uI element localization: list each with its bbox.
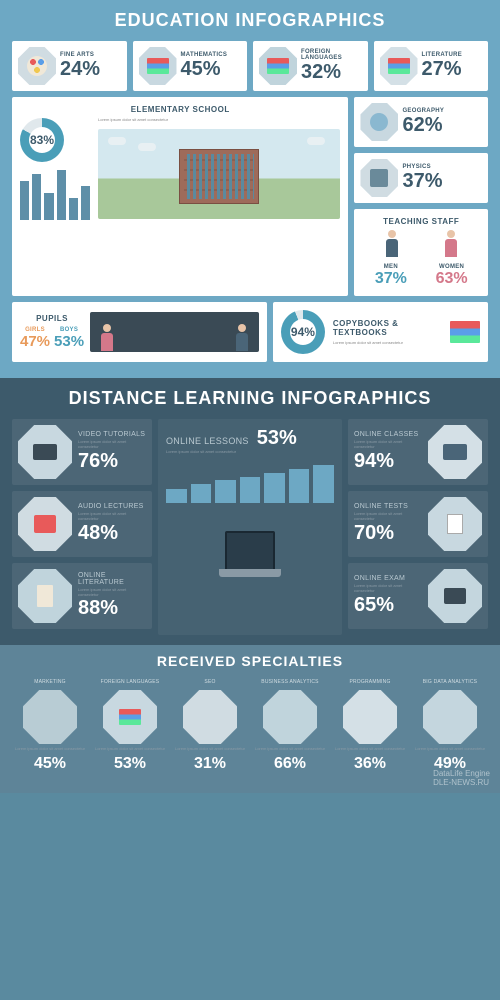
elementary-bars xyxy=(20,170,90,220)
school-building-icon xyxy=(98,129,340,219)
spec-seo: SEOLorem ipsum dolor sit amet consectetu… xyxy=(172,679,248,773)
section2-title: DISTANCE LEARNING INFOGRAPHICS xyxy=(12,388,488,409)
specialties-section: RECEIVED SPECIALTIES MARKETINGLorem ipsu… xyxy=(0,645,500,793)
analytics-icon xyxy=(263,690,317,744)
code-icon xyxy=(343,690,397,744)
chalkboard-icon xyxy=(90,312,259,352)
video-icon xyxy=(18,425,72,479)
top-stats-row: FINE ARTS24% MATHEMATICS45% FOREIGN LANG… xyxy=(12,41,488,91)
spec-marketing: MARKETINGLorem ipsum dolor sit amet cons… xyxy=(12,679,88,773)
books-icon xyxy=(259,47,297,85)
books-icon xyxy=(450,321,480,343)
stat-literature: LITERATURE27% xyxy=(374,41,489,91)
classes-icon xyxy=(428,425,482,479)
spec-languages: FOREIGN LANGUAGESLorem ipsum dolor sit a… xyxy=(92,679,168,773)
stat-languages: FOREIGN LANGUAGES32% xyxy=(253,41,368,91)
stat-geography: GEOGRAPHY62% xyxy=(354,97,488,147)
globe-icon xyxy=(360,103,398,141)
tests-icon xyxy=(428,497,482,551)
exam-icon xyxy=(428,569,482,623)
man-icon xyxy=(383,230,401,260)
stat-exam: ONLINE EXAMLorem ipsum dolor sit amet co… xyxy=(348,563,488,629)
stat-classes: ONLINE CLASSESLorem ipsum dolor sit amet… xyxy=(348,419,488,485)
education-section: EDUCATION INFOGRAPHICS FINE ARTS24% MATH… xyxy=(0,0,500,378)
pupils-panel: PUPILS GIRLS47% BOYS53% xyxy=(12,302,267,362)
spec-programming: PROGRAMMINGLorem ipsum dolor sit amet co… xyxy=(332,679,408,773)
laptop-icon xyxy=(166,511,334,581)
audio-icon xyxy=(18,497,72,551)
literature-icon xyxy=(18,569,72,623)
marketing-icon xyxy=(23,690,77,744)
spec-business: BUSINESS ANALYTICSLorem ipsum dolor sit … xyxy=(252,679,328,773)
art-icon xyxy=(18,47,56,85)
books-icon xyxy=(380,47,418,85)
watermark-footer: DataLife EngineDLE-NEWS.RU xyxy=(433,769,490,787)
online-bars xyxy=(166,463,334,503)
physics-icon xyxy=(360,159,398,197)
girl-icon xyxy=(98,324,116,354)
stat-video: VIDEO TUTORIALSLorem ipsum dolor sit ame… xyxy=(12,419,152,485)
teaching-panel: TEACHING STAFF MEN37% WOMEN63% xyxy=(354,209,488,296)
online-lessons-panel: ONLINE LESSONS53% Lorem ipsum dolor sit … xyxy=(158,419,342,635)
elementary-donut: 83% xyxy=(20,118,64,162)
woman-icon xyxy=(442,230,460,260)
stat-onlinelit: ONLINE LITERATURELorem ipsum dolor sit a… xyxy=(12,563,152,629)
copybooks-panel: 94% COPYBOOKS & TEXTBOOKS Lorem ipsum do… xyxy=(273,302,488,362)
spec-bigdata: BIG DATA ANALYTICSLorem ipsum dolor sit … xyxy=(412,679,488,773)
bigdata-icon xyxy=(423,690,477,744)
boy-icon xyxy=(233,324,251,354)
seo-icon xyxy=(183,690,237,744)
stat-physics: PHYSICS37% xyxy=(354,153,488,203)
section3-title: RECEIVED SPECIALTIES xyxy=(12,653,488,669)
stat-finearts: FINE ARTS24% xyxy=(12,41,127,91)
copybooks-donut: 94% xyxy=(281,310,325,354)
stat-math: MATHEMATICS45% xyxy=(133,41,248,91)
books-icon xyxy=(139,47,177,85)
stat-tests: ONLINE TESTSLorem ipsum dolor sit amet c… xyxy=(348,491,488,557)
distance-section: DISTANCE LEARNING INFOGRAPHICS VIDEO TUT… xyxy=(0,378,500,645)
books-icon xyxy=(103,690,157,744)
stat-audio: AUDIO LECTURESLorem ipsum dolor sit amet… xyxy=(12,491,152,557)
elementary-panel: ELEMENTARY SCHOOL 83% Lorem ipsum dolor … xyxy=(12,97,348,296)
section1-title: EDUCATION INFOGRAPHICS xyxy=(12,10,488,31)
